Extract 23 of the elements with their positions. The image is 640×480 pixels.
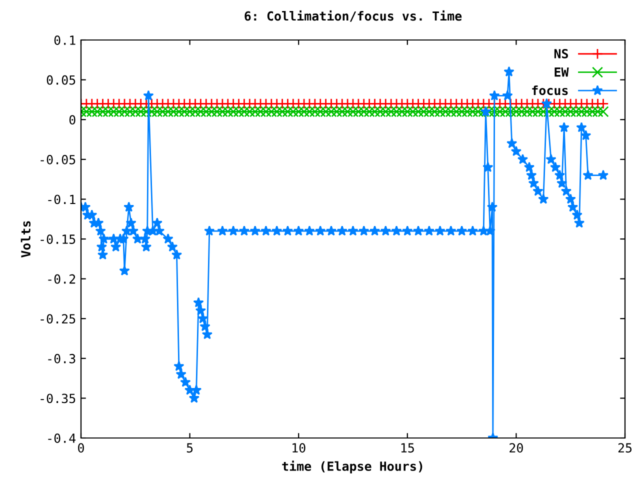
chart-title: 6: Collimation/focus vs. Time (244, 10, 462, 22)
y-tick-label: -0.35 (40, 394, 76, 404)
x-tick-label: 10 (292, 443, 306, 453)
y-tick-label: -0.3 (48, 354, 76, 364)
x-tick-label: 15 (401, 443, 414, 453)
y-tick-label: 0.1 (54, 36, 76, 45)
y-tick-label: -0.4 (48, 434, 76, 443)
y-tick-label: -0.2 (48, 274, 76, 284)
legend-label: EW (554, 67, 569, 77)
legend-label: NS (554, 48, 568, 58)
y-tick-label: -0.25 (40, 314, 76, 324)
x-axis-title: time (Elapse Hours) (282, 460, 422, 474)
x-tick-label: 20 (510, 443, 523, 453)
x-tick-label: 5 (186, 443, 193, 453)
x-tick-label: 25 (618, 443, 632, 453)
y-tick-label: -0.15 (40, 234, 76, 244)
y-tick-label: -0.05 (40, 154, 76, 164)
y-axis-title: Volts (20, 221, 31, 258)
y-tick-label: 0.05 (46, 75, 76, 85)
y-tick-label: -0.1 (48, 194, 76, 204)
x-tick-label: 0 (78, 443, 84, 453)
legend-label: focus (532, 85, 568, 96)
y-tick-label: 0 (69, 115, 76, 125)
